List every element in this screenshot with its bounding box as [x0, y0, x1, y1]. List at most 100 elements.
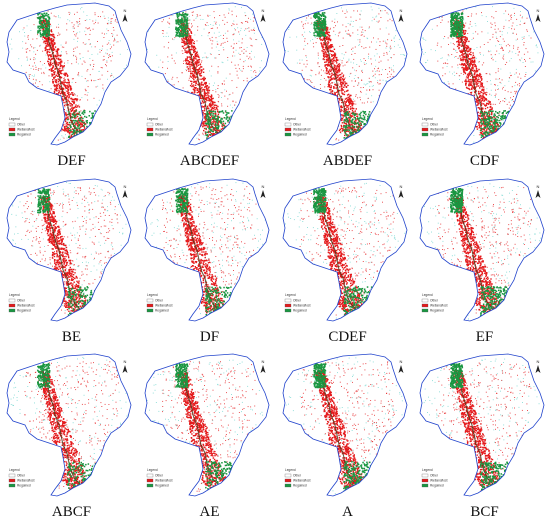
other-speck — [263, 35, 265, 37]
wetland-patch — [198, 58, 201, 61]
wetland-speck — [363, 47, 365, 49]
wetland-speck — [330, 117, 332, 118]
wetland-speck — [84, 20, 86, 21]
wetland-speck — [243, 48, 245, 50]
regained-patch — [186, 26, 189, 28]
wetland-speck — [35, 79, 37, 81]
wetland-patch — [63, 93, 66, 95]
wetland-patch — [75, 98, 77, 100]
regained-patch — [180, 22, 182, 24]
wetland-speck — [44, 124, 46, 126]
wetland-patch — [324, 46, 327, 49]
wetland-patch — [53, 90, 56, 93]
wetland-speck — [67, 84, 69, 86]
wetland-patch — [192, 95, 194, 97]
other-speck — [224, 32, 226, 34]
wetland-patch — [67, 89, 70, 91]
other-speck — [259, 67, 261, 69]
wetland-patch — [63, 82, 65, 84]
wetland-patch — [338, 65, 341, 67]
wetland-patch — [68, 100, 70, 103]
regained-patch — [210, 138, 213, 140]
wetland-speck — [198, 103, 200, 105]
wetland-patch — [198, 101, 200, 103]
wetland-patch — [50, 63, 52, 66]
wetland-patch — [195, 82, 198, 84]
wetland-speck — [389, 76, 391, 78]
wetland-patch — [50, 42, 53, 44]
wetland-patch — [52, 79, 54, 81]
other-speck — [28, 74, 30, 76]
wetland-patch — [193, 56, 195, 58]
regained-patch — [45, 18, 47, 21]
regained-patch — [185, 31, 187, 33]
wetland-speck — [74, 47, 76, 49]
wetland-speck — [68, 13, 70, 15]
wetland-speck — [373, 18, 375, 20]
wetland-patch — [351, 123, 353, 126]
wetland-patch — [364, 131, 366, 133]
other-speck — [95, 115, 97, 116]
wetland-patch — [348, 138, 350, 140]
wetland-speck — [59, 99, 61, 100]
wetland-patch — [78, 112, 80, 115]
other-speck — [399, 47, 401, 48]
legend-item-label: Other — [155, 123, 164, 127]
other-speck — [88, 136, 90, 138]
other-speck — [398, 107, 399, 108]
regained-patch — [185, 16, 187, 18]
regained-patch — [181, 19, 183, 21]
wetland-speck — [88, 39, 90, 41]
wetland-speck — [368, 53, 370, 55]
wetland-speck — [223, 34, 224, 36]
other-speck — [404, 6, 406, 8]
regained-patch — [224, 122, 227, 125]
other-speck — [245, 34, 247, 36]
wetland-patch — [344, 104, 347, 107]
wetland-speck — [236, 86, 238, 88]
wetland-patch — [329, 70, 332, 72]
wetland-patch — [204, 115, 207, 117]
wetland-patch — [189, 43, 191, 45]
wetland-speck — [226, 21, 228, 23]
other-speck — [232, 107, 234, 109]
regained-patch — [220, 117, 222, 120]
wetland-patch — [212, 97, 214, 100]
wetland-patch — [228, 129, 230, 131]
regained-patch — [176, 17, 179, 19]
wetland-speck — [220, 43, 222, 45]
wetland-patch — [191, 53, 193, 56]
wetland-speck — [79, 53, 81, 55]
wetland-speck — [84, 78, 86, 80]
regained-patch — [91, 116, 94, 119]
wetland-patch — [47, 43, 49, 46]
other-speck — [215, 23, 217, 25]
other-speck — [374, 126, 376, 128]
regained-patch — [39, 33, 42, 35]
wetland-patch — [204, 93, 207, 95]
wetland-patch — [75, 137, 77, 139]
wetland-patch — [97, 139, 99, 141]
wetland-patch — [59, 93, 62, 95]
wetland-patch — [230, 135, 233, 138]
wetland-speck — [367, 126, 369, 128]
other-speck — [292, 81, 294, 83]
other-speck — [57, 62, 59, 64]
wetland-patch — [360, 134, 362, 136]
other-speck — [37, 128, 39, 130]
wetland-patch — [325, 30, 328, 33]
wetland-patch — [231, 134, 233, 136]
regained-patch — [216, 124, 219, 126]
wetland-speck — [300, 12, 302, 14]
wetland-patch — [331, 61, 334, 63]
regained-patch — [46, 32, 48, 35]
wetland-patch — [185, 58, 187, 60]
regained-patch — [186, 19, 188, 22]
wetland-speck — [373, 37, 374, 39]
wetland-patch — [218, 129, 220, 131]
other-speck — [42, 108, 44, 110]
wetland-patch — [197, 69, 199, 71]
regained-patch — [175, 35, 177, 37]
wetland-speck — [357, 77, 359, 78]
wetland-patch — [198, 68, 200, 71]
